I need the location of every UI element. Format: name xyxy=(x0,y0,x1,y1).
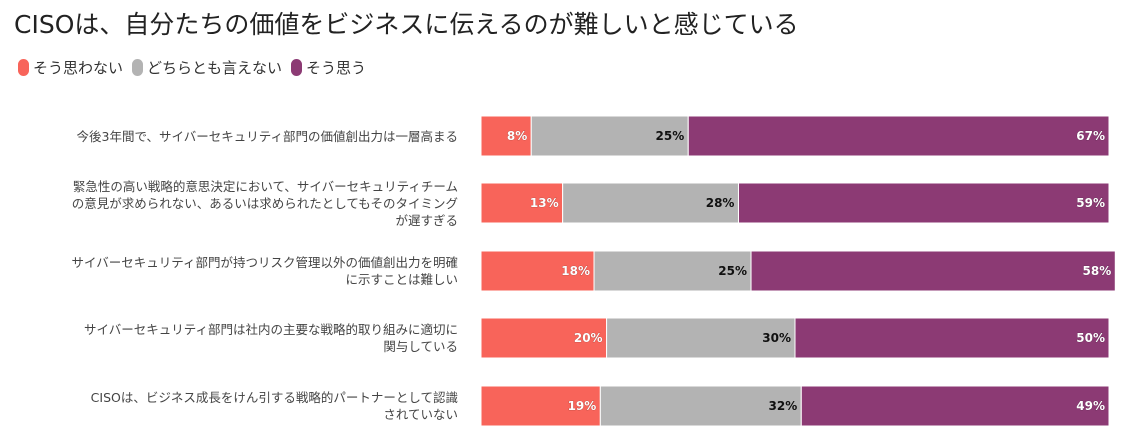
data-label-disagree: 13% xyxy=(530,196,559,210)
bar-segment-disagree[interactable] xyxy=(480,317,608,359)
legend-label-agree: そう思う xyxy=(306,59,367,77)
category-label: サイバーセキュリティ部門は社内の主要な戦略的取り組みに適切に関与している xyxy=(13,321,458,355)
bar-segment-agree[interactable] xyxy=(737,182,1110,224)
category-label-line: に示すことは難しい xyxy=(345,272,458,287)
data-label-disagree: 8% xyxy=(507,129,527,143)
data-label-neutral: 28% xyxy=(706,196,735,210)
bar-segment-disagree[interactable] xyxy=(480,250,595,292)
bar-segment-agree[interactable] xyxy=(800,385,1110,427)
data-label-disagree: 20% xyxy=(574,331,603,345)
bar-segment-agree[interactable] xyxy=(750,250,1116,292)
bar-segment-agree[interactable] xyxy=(687,115,1110,157)
legend-swatch-neutral xyxy=(132,59,144,76)
category-label-line: サイバーセキュリティ部門が持つリスク管理以外の価値創出力を明確 xyxy=(71,255,458,270)
category-label: 今後3年間で、サイバーセキュリティ部門の価値創出力は一層高まる xyxy=(13,128,458,145)
data-label-neutral: 30% xyxy=(762,331,791,345)
data-label-neutral: 25% xyxy=(656,129,685,143)
category-label: CISOは、ビジネス成長をけん引する戦略的パートナーとして認識されていない xyxy=(13,389,458,423)
data-label-agree: 67% xyxy=(1076,129,1105,143)
bar-segment-neutral[interactable] xyxy=(562,182,739,224)
legend-item-agree[interactable]: そう思う xyxy=(291,57,366,78)
chart-title: CISOは、自分たちの価値をビジネスに伝えるのが難しいと感じている xyxy=(14,10,799,39)
data-label-disagree: 18% xyxy=(561,264,590,278)
category-label-line: 今後3年間で、サイバーセキュリティ部門の価値創出力は一層高まる xyxy=(76,128,458,144)
legend-item-disagree[interactable]: そう思わない xyxy=(18,57,123,78)
category-label-line: されていない xyxy=(383,407,458,422)
bar-segment-disagree[interactable] xyxy=(480,115,532,157)
bar-segment-neutral[interactable] xyxy=(593,250,752,292)
legend: そう思わない どちらとも言えない そう思う xyxy=(18,57,375,78)
legend-swatch-disagree xyxy=(18,59,29,76)
legend-item-neutral[interactable]: どちらとも言えない xyxy=(132,57,282,78)
category-label-line: が遅すぎる xyxy=(395,212,458,228)
legend-label-neutral: どちらとも言えない xyxy=(147,59,283,77)
category-label: サイバーセキュリティ部門が持つリスク管理以外の価値創出力を明確に示すことは難しい xyxy=(13,254,458,288)
data-label-agree: 58% xyxy=(1083,264,1112,278)
data-label-agree: 50% xyxy=(1076,331,1105,345)
category-label-line: CISOは、ビジネス成長をけん引する戦略的パートナーとして認識 xyxy=(90,390,458,405)
data-label-neutral: 32% xyxy=(769,399,798,413)
legend-swatch-agree xyxy=(291,59,303,76)
data-label-disagree: 19% xyxy=(568,399,597,413)
data-label-neutral: 25% xyxy=(718,264,747,278)
data-label-agree: 49% xyxy=(1076,399,1105,413)
data-label-agree: 59% xyxy=(1076,196,1105,210)
category-label-line: サイバーセキュリティ部門は社内の主要な戦略的取り組みに適切に xyxy=(83,322,458,337)
legend-label-disagree: そう思わない xyxy=(33,59,124,77)
bar-segment-agree[interactable] xyxy=(794,317,1110,359)
category-label: 緊急性の高い戦略的意思決定において、サイバーセキュリティチーム の意見が求められな… xyxy=(13,178,458,229)
bar-segment-neutral[interactable] xyxy=(606,317,796,359)
category-label-line: 緊急性の高い戦略的意思決定において、サイバーセキュリティチーム xyxy=(72,178,458,194)
bar-segment-disagree[interactable] xyxy=(480,385,601,427)
category-label-line: 関与している xyxy=(383,339,458,354)
category-label-line: の意見が求められない、あるいは求められたとしてもそのタイミング xyxy=(71,195,458,211)
